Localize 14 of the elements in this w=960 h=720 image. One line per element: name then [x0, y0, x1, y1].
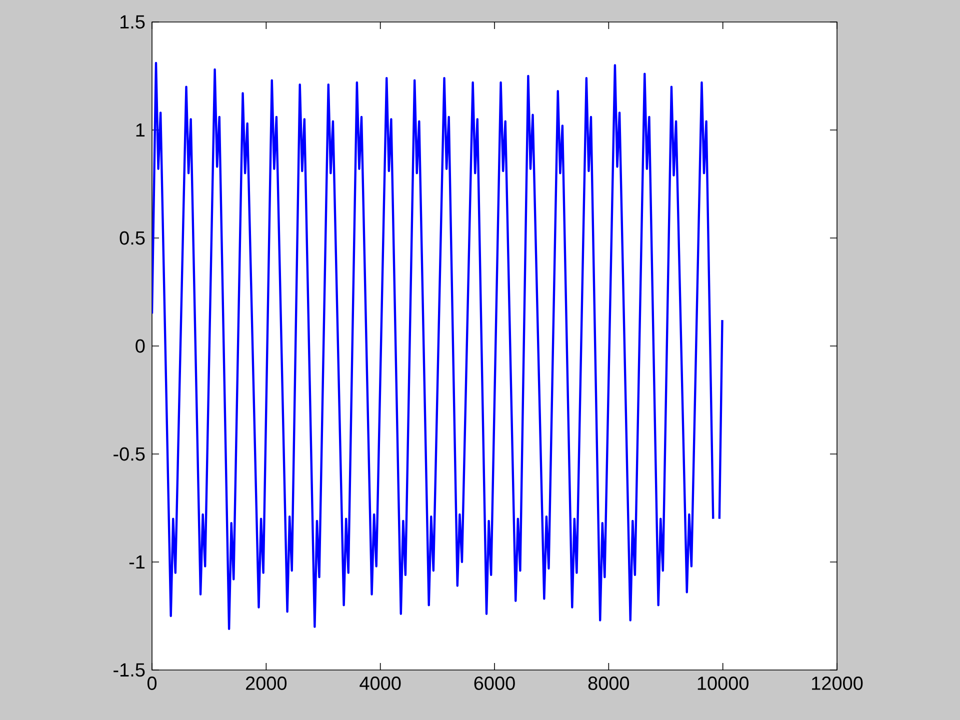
y-tick-label: 1 [136, 123, 145, 137]
y-tick-label: -1.5 [114, 663, 145, 677]
x-tick-label: 0 [147, 676, 157, 690]
y-tick-label: -0.5 [114, 447, 145, 461]
x-tick-label: 12000 [812, 676, 863, 690]
x-tick-label: 8000 [588, 676, 630, 690]
x-tick-label: 2000 [246, 676, 287, 690]
x-tick-label: 4000 [360, 676, 401, 690]
x-tick-label: 10000 [698, 676, 748, 690]
y-tick-label: 1.5 [120, 15, 145, 29]
y-tick-label: 0.5 [120, 231, 145, 245]
y-tick-label: 0 [136, 339, 145, 353]
x-tick-label: 6000 [474, 676, 515, 690]
y-tick-label: -1 [129, 555, 145, 569]
